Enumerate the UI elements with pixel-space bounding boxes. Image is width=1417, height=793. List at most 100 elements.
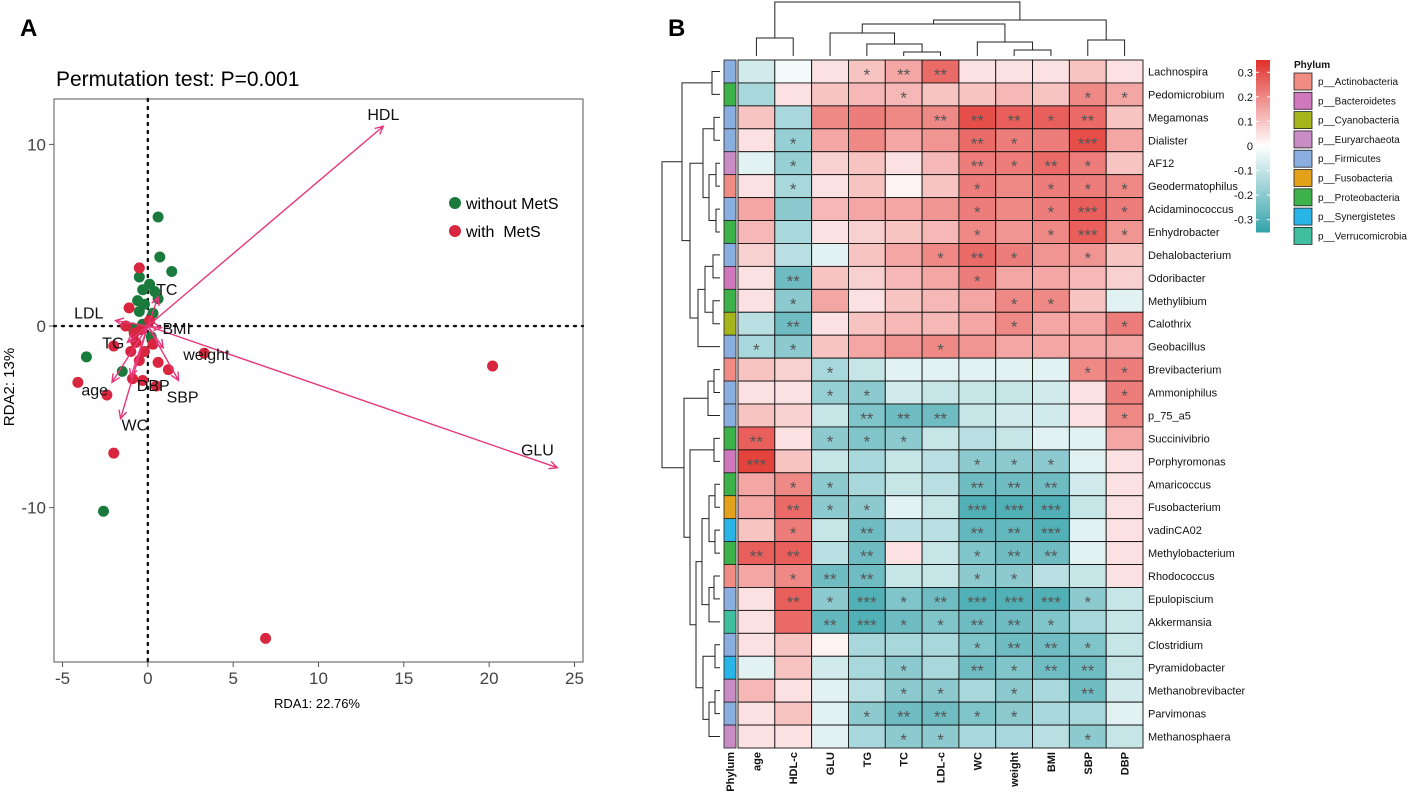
legend-label-with-mets: with MetS [465,224,541,241]
arrowhead [126,333,137,344]
color-scale-band [1256,157,1270,161]
heatmap-cell [811,220,849,244]
significance-mark: ** [787,272,801,291]
color-scale-band [1256,209,1270,213]
color-scale-band [1256,186,1270,190]
heatmap-cell [1032,701,1070,726]
phylum-cell [723,151,737,176]
heatmap-cell [958,357,997,382]
dendrogram-link [681,82,712,242]
phylum-cell [723,243,737,267]
significance-mark: * [1011,249,1018,268]
heatmap-cell [1032,357,1070,382]
color-scale-band [1256,125,1270,130]
row-label: Megamonas [1148,112,1209,124]
rda-title: Permutation test: P=0.001 [56,68,299,91]
significance-mark: ** [787,547,801,566]
heatmap-cell [1105,518,1144,543]
significance-mark: * [937,616,944,635]
dendrogram-link [774,1,1021,38]
dendrogram-link [714,644,720,669]
row-label: Ammoniphilus [1148,388,1218,400]
color-scale-band [1256,214,1270,219]
significance-mark: ** [860,524,874,543]
heatmap-cell [921,82,960,107]
heatmap-cell [1032,311,1070,336]
panel-b-label: B [668,15,685,42]
row-label: AF12 [1148,158,1174,170]
heatmap-cell [737,518,776,543]
significance-mark: *** [967,593,987,612]
heatmap-cell [811,311,849,336]
heatmap-cell [921,197,960,221]
heatmap-cell [884,311,923,336]
heatmap-cell [884,564,923,588]
significance-mark: ** [823,616,837,635]
legend-label-without-mets: without MetS [465,196,558,213]
significance-mark: * [1011,455,1018,474]
arrowhead [170,371,180,382]
heatmap-cell [1068,701,1107,726]
heatmap-cell [811,632,849,657]
heatmap-cell [1105,724,1144,749]
heatmap-cell [774,724,813,749]
heatmap-cell [848,724,886,749]
significance-mark: * [790,134,797,153]
heatmap-cell [811,678,849,703]
heatmap-cell [811,449,849,474]
column-dendrogram [755,1,1126,56]
row-label: Brevibacterium [1148,365,1221,377]
heatmap-cell [995,220,1033,244]
significance-mark: ** [934,409,948,428]
color-scale-band [1256,82,1270,87]
significance-mark: ** [1008,616,1022,635]
phylum-legend-label: p__Cyanobacteria [1318,116,1400,127]
significance-mark: * [1011,685,1018,704]
heatmap-cell [921,541,960,565]
arrow-label-weight: weight [182,347,230,364]
y-tick-label: -10 [21,499,46,518]
heatmap-cell [995,265,1033,290]
heatmap-cell [1068,403,1107,428]
column-label: Phylum [725,752,737,792]
row-label: Clostridium [1148,640,1203,652]
heatmap-cell [1068,311,1107,336]
significance-mark: ** [750,547,764,566]
significance-mark: ** [897,65,911,84]
heatmap-cell [737,82,776,107]
heatmap-cell [811,128,849,153]
column-label: TC [899,752,911,767]
arrow-label-wc: WC [122,418,149,435]
significance-mark: * [937,731,944,750]
dendrogram-link [1013,49,1052,56]
arrow-label-sbp: SBP [167,390,199,407]
color-scale-band [1256,128,1270,133]
phylum-cell [723,380,737,405]
heatmap-cell [848,220,886,244]
arrowhead [111,373,121,384]
color-scale-band [1256,85,1270,90]
point-without-mets [97,505,109,517]
heatmap-cell [811,334,849,359]
heatmap-cell [737,151,776,176]
heatmap-cell [737,288,776,313]
phylum-cell [723,426,737,451]
arrow-hdl [147,125,384,327]
significance-mark: * [790,524,797,543]
phylum-cell [723,472,737,497]
heatmap-cell [848,678,886,703]
color-scale-band [1256,194,1270,199]
dendrogram-link [755,37,794,56]
heatmap-cell [921,518,960,543]
arrow-label-hdl: HDL [367,107,399,124]
heatmap-cell [737,587,776,611]
heatmap-cell [848,632,886,657]
heatmap-cell [811,197,849,221]
heatmap-cell [774,701,813,726]
significance-mark: ** [1081,685,1095,704]
significance-mark: * [1121,203,1128,222]
significance-mark: *** [857,593,877,612]
dendrogram-link [715,162,720,187]
arrow-label-ldl: LDL [74,306,103,323]
heatmap-cell [737,609,776,634]
